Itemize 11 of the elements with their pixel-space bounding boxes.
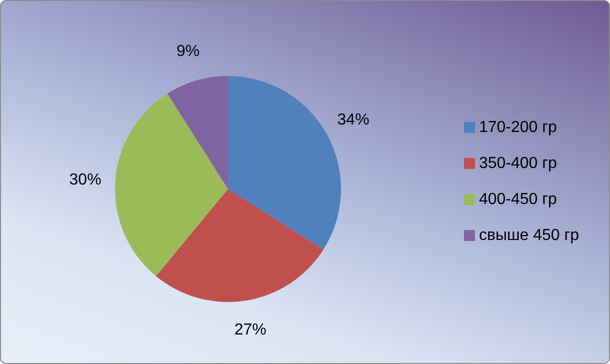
pie-slice: [167, 76, 228, 189]
legend-label: 400-450 гр: [478, 191, 557, 208]
legend-label: свыше 450 гр: [478, 227, 579, 244]
data-label: 34%: [337, 112, 370, 129]
legend-label: 350-400 гр: [478, 155, 557, 172]
data-label: 27%: [234, 322, 266, 339]
legend-label: 170-200 гр: [478, 119, 557, 136]
pie-slice: [115, 94, 228, 276]
data-label: 30%: [69, 172, 102, 189]
data-label: 9%: [176, 43, 200, 60]
pie-slice: [156, 189, 324, 302]
